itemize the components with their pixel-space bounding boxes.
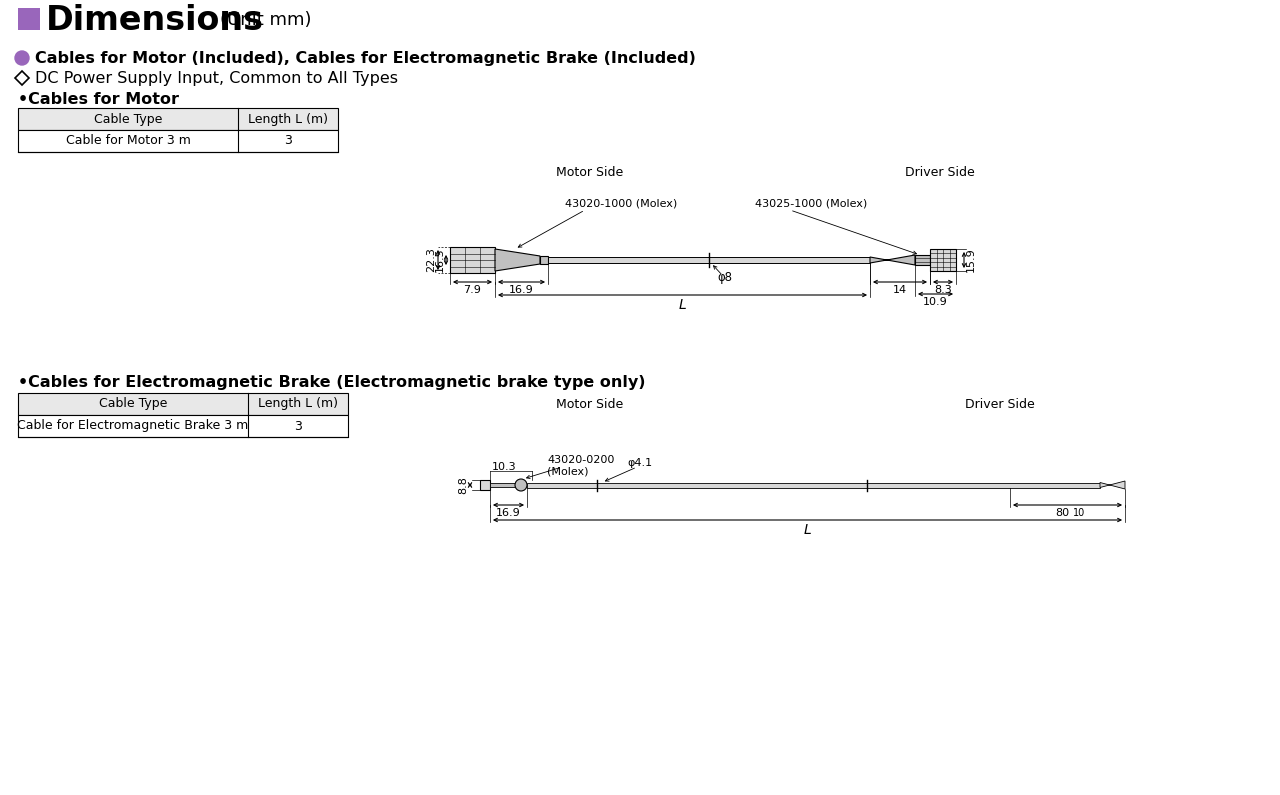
Text: Length L (m): Length L (m) [259, 398, 338, 410]
Text: 16.9: 16.9 [497, 508, 521, 518]
Bar [540, 256, 548, 264]
Text: •Cables for Electromagnetic Brake (Electromagnetic brake type only): •Cables for Electromagnetic Brake (Elect… [18, 375, 645, 390]
Bar [548, 257, 870, 263]
Bar [490, 483, 515, 487]
Bar [451, 247, 495, 273]
Text: 15.9: 15.9 [966, 247, 977, 273]
Text: Cable Type: Cable Type [93, 113, 163, 126]
Text: 43020-0200: 43020-0200 [547, 455, 614, 465]
Bar [18, 415, 348, 437]
Bar [18, 393, 348, 415]
Text: Length L (m): Length L (m) [248, 113, 328, 126]
Text: 7.9: 7.9 [463, 285, 481, 295]
Text: Cable Type: Cable Type [99, 398, 168, 410]
Bar [18, 130, 338, 152]
Text: Driver Side: Driver Side [905, 165, 975, 179]
Polygon shape [495, 249, 540, 271]
Text: Cables for Motor (Included), Cables for Electromagnetic Brake (Included): Cables for Motor (Included), Cables for … [35, 51, 696, 65]
Text: DC Power Supply Input, Common to All Types: DC Power Supply Input, Common to All Typ… [35, 71, 398, 86]
Bar [480, 480, 490, 490]
Text: •Cables for Motor: •Cables for Motor [18, 92, 179, 107]
Text: L: L [804, 523, 812, 537]
Bar [915, 255, 931, 265]
Circle shape [15, 51, 29, 65]
Text: 3: 3 [284, 134, 292, 148]
Bar [18, 8, 40, 30]
Text: 16.5: 16.5 [435, 248, 445, 273]
Text: Motor Side: Motor Side [557, 165, 623, 179]
Text: φ4.1: φ4.1 [627, 458, 652, 468]
Text: Cable for Motor 3 m: Cable for Motor 3 m [65, 134, 191, 148]
Polygon shape [1100, 481, 1125, 489]
Text: 10: 10 [1074, 508, 1085, 518]
Text: 10.9: 10.9 [923, 297, 948, 307]
Text: 8.3: 8.3 [934, 285, 952, 295]
Text: L: L [678, 298, 686, 312]
Text: (Molex): (Molex) [547, 466, 589, 476]
Text: 43025-1000 (Molex): 43025-1000 (Molex) [755, 198, 868, 208]
Bar [931, 249, 956, 271]
Polygon shape [870, 255, 915, 265]
Text: Motor Side: Motor Side [557, 398, 623, 412]
Circle shape [515, 479, 527, 491]
Bar [18, 108, 338, 130]
Text: 3: 3 [294, 420, 302, 432]
Text: 80: 80 [1056, 508, 1070, 518]
Text: Dimensions: Dimensions [46, 4, 264, 37]
Text: 14: 14 [893, 285, 908, 295]
Text: Cable for Electromagnetic Brake 3 m: Cable for Electromagnetic Brake 3 m [18, 420, 248, 432]
Text: 43020-1000 (Molex): 43020-1000 (Molex) [564, 198, 677, 208]
Text: φ8: φ8 [717, 272, 732, 285]
Text: 10.3: 10.3 [492, 462, 517, 472]
Text: (Unit mm): (Unit mm) [220, 11, 311, 29]
Text: 22.3: 22.3 [426, 247, 436, 273]
Bar [527, 483, 1100, 487]
Text: 8.8: 8.8 [458, 476, 468, 494]
Text: 16.9: 16.9 [509, 285, 534, 295]
Text: Driver Side: Driver Side [965, 398, 1034, 412]
